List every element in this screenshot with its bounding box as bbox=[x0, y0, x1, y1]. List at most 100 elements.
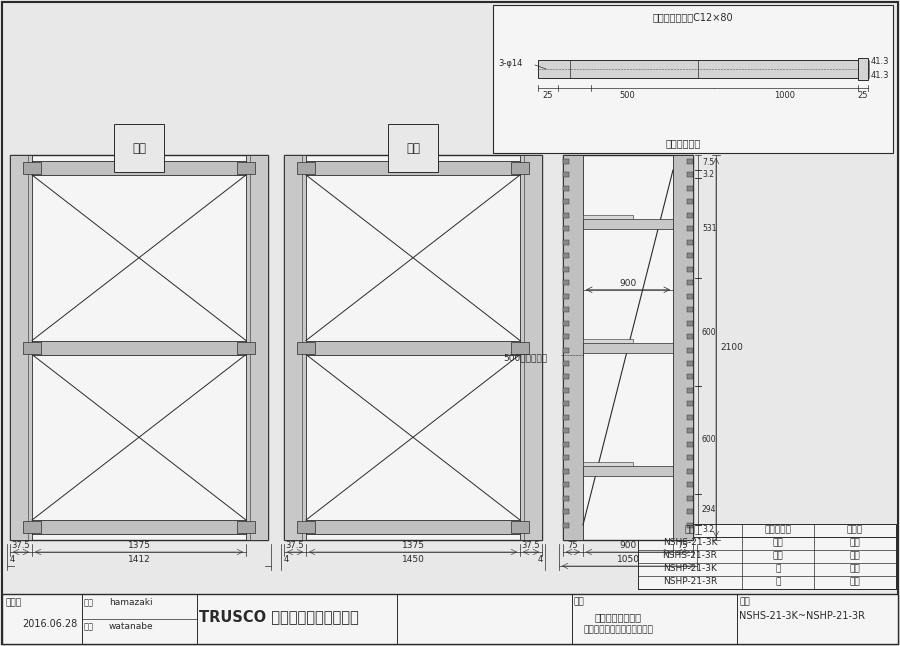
Circle shape bbox=[528, 525, 536, 532]
Text: 付: 付 bbox=[775, 564, 780, 573]
Bar bbox=[563, 253, 569, 258]
Bar bbox=[297, 521, 315, 533]
Bar bbox=[563, 213, 569, 218]
Text: 600: 600 bbox=[702, 328, 716, 337]
Bar bbox=[563, 375, 569, 379]
Text: hamazaki: hamazaki bbox=[109, 598, 153, 607]
Bar bbox=[563, 401, 569, 406]
Text: 単体: 単体 bbox=[850, 538, 860, 547]
Text: 品番: 品番 bbox=[739, 597, 750, 606]
Bar bbox=[687, 523, 693, 528]
Bar bbox=[520, 155, 542, 540]
Bar bbox=[687, 334, 693, 339]
Bar bbox=[297, 342, 315, 353]
Bar bbox=[284, 155, 542, 540]
Bar bbox=[511, 521, 529, 533]
Bar bbox=[563, 388, 569, 393]
Bar bbox=[563, 482, 569, 487]
Text: なし: なし bbox=[772, 538, 783, 547]
Text: 37.5: 37.5 bbox=[522, 541, 540, 550]
Circle shape bbox=[291, 163, 298, 171]
Text: 品名: 品名 bbox=[573, 597, 584, 606]
Bar bbox=[687, 320, 693, 326]
Text: 500: 500 bbox=[620, 91, 635, 100]
Bar bbox=[32, 161, 246, 175]
Text: 37.5: 37.5 bbox=[285, 541, 304, 550]
Text: 75: 75 bbox=[678, 541, 688, 550]
Text: 1375: 1375 bbox=[401, 541, 425, 550]
Bar bbox=[563, 523, 569, 528]
Bar bbox=[583, 462, 633, 466]
Bar bbox=[687, 442, 693, 447]
Circle shape bbox=[528, 163, 536, 171]
Bar bbox=[511, 162, 529, 174]
Bar bbox=[563, 186, 569, 191]
Bar bbox=[563, 172, 569, 178]
Text: NSHS-21-3K: NSHS-21-3K bbox=[662, 538, 717, 547]
Text: 1450: 1450 bbox=[401, 555, 425, 564]
Bar bbox=[563, 294, 569, 298]
Bar bbox=[306, 161, 520, 175]
Text: 1050: 1050 bbox=[616, 555, 640, 564]
Text: watanabe: watanabe bbox=[109, 622, 154, 631]
Circle shape bbox=[16, 525, 23, 532]
Text: TRUSCO トラスコ中山株式会社: TRUSCO トラスコ中山株式会社 bbox=[199, 609, 359, 625]
Text: 75: 75 bbox=[568, 541, 579, 550]
Text: 連結: 連結 bbox=[850, 551, 860, 560]
Bar bbox=[246, 155, 268, 540]
Bar bbox=[687, 226, 693, 231]
Bar bbox=[563, 240, 569, 245]
Text: 2016.06.28: 2016.06.28 bbox=[22, 619, 77, 629]
Bar bbox=[563, 267, 569, 272]
Bar bbox=[563, 469, 569, 474]
Bar bbox=[687, 307, 693, 312]
Text: 900: 900 bbox=[619, 541, 636, 550]
Bar bbox=[687, 375, 693, 379]
Bar bbox=[687, 294, 693, 298]
Text: 500ストローク: 500ストローク bbox=[503, 354, 547, 362]
Text: 531: 531 bbox=[702, 224, 716, 233]
Text: 37.5: 37.5 bbox=[12, 541, 31, 550]
Bar bbox=[687, 240, 693, 245]
Circle shape bbox=[255, 525, 262, 532]
Text: NSHP-21-3K: NSHP-21-3K bbox=[663, 564, 717, 573]
Text: 600: 600 bbox=[702, 435, 716, 444]
Bar bbox=[687, 415, 693, 420]
Bar bbox=[23, 162, 41, 174]
Bar bbox=[583, 215, 633, 219]
Bar bbox=[563, 155, 693, 540]
Text: 1412: 1412 bbox=[128, 555, 150, 564]
Bar bbox=[563, 226, 569, 231]
Text: 4: 4 bbox=[284, 555, 289, 564]
Bar bbox=[306, 340, 520, 355]
Bar bbox=[687, 200, 693, 204]
Text: 2100: 2100 bbox=[720, 343, 742, 352]
Bar bbox=[687, 172, 693, 178]
Bar bbox=[687, 159, 693, 164]
Bar bbox=[673, 155, 693, 540]
Text: 3.2: 3.2 bbox=[702, 170, 714, 179]
Text: 294: 294 bbox=[702, 505, 716, 514]
Text: 付: 付 bbox=[775, 577, 780, 586]
Bar bbox=[284, 155, 306, 540]
Bar bbox=[687, 213, 693, 218]
Text: （ハーフストロークタイプ）: （ハーフストロークタイプ） bbox=[583, 625, 652, 634]
Bar bbox=[583, 339, 633, 342]
Bar bbox=[687, 455, 693, 460]
Text: 41.3: 41.3 bbox=[871, 72, 889, 81]
Bar bbox=[687, 361, 693, 366]
Bar bbox=[563, 320, 569, 326]
Bar bbox=[563, 415, 569, 420]
Bar bbox=[563, 307, 569, 312]
Bar bbox=[563, 159, 569, 164]
Text: 連結: 連結 bbox=[132, 141, 146, 154]
Text: 1000: 1000 bbox=[774, 91, 795, 100]
Text: 3.2: 3.2 bbox=[702, 525, 714, 534]
Bar bbox=[687, 469, 693, 474]
Bar bbox=[583, 342, 673, 353]
Bar bbox=[583, 219, 673, 229]
Bar bbox=[563, 495, 569, 501]
Text: アンカー位置: アンカー位置 bbox=[665, 138, 700, 148]
Text: 作図: 作図 bbox=[84, 622, 94, 631]
Text: NSHS-21-3K~NSHP-21-3R: NSHS-21-3K~NSHP-21-3R bbox=[739, 611, 865, 621]
